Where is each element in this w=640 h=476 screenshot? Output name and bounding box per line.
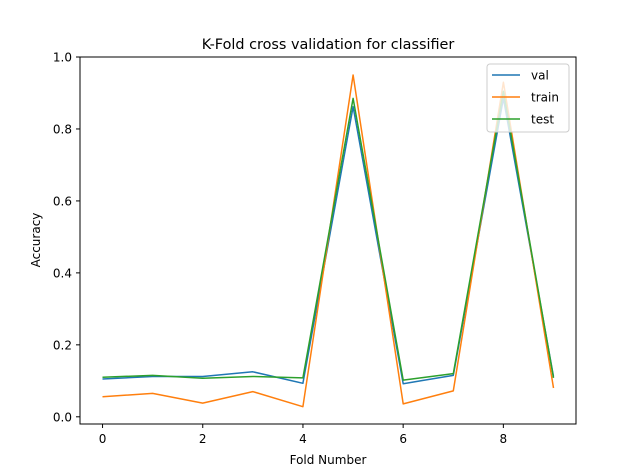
x-tick-label: 0 [99, 432, 107, 446]
x-tick-label: 4 [299, 432, 307, 446]
y-axis-title: Accuracy [29, 213, 43, 268]
legend-label-val: val [531, 69, 549, 83]
y-tick-label: 1.0 [53, 51, 72, 65]
x-tick-label: 8 [500, 432, 508, 446]
plot-frame [79, 56, 577, 425]
legend-label-train: train [531, 91, 559, 105]
y-tick-label: 0.8 [53, 122, 72, 136]
series-line-test [102, 90, 555, 381]
y-axis: 0.0 0.2 0.4 0.6 0.8 1.0 [53, 51, 80, 424]
x-axis: 0 2 4 6 8 [99, 424, 507, 446]
x-tick-label: 6 [399, 432, 407, 446]
legend-box [486, 63, 570, 133]
chart-title: K-Fold cross validation for classifier [202, 37, 455, 53]
x-tick-label: 2 [199, 432, 207, 446]
y-tick-label: 0.2 [53, 338, 72, 352]
legend: val train test [486, 63, 570, 133]
plot-lines [102, 74, 555, 408]
x-axis-title: Fold Number [290, 453, 367, 467]
y-tick-label: 0.0 [53, 410, 72, 424]
legend-label-test: test [531, 113, 554, 127]
y-tick-label: 0.4 [53, 266, 72, 280]
y-tick-label: 0.6 [53, 194, 72, 208]
